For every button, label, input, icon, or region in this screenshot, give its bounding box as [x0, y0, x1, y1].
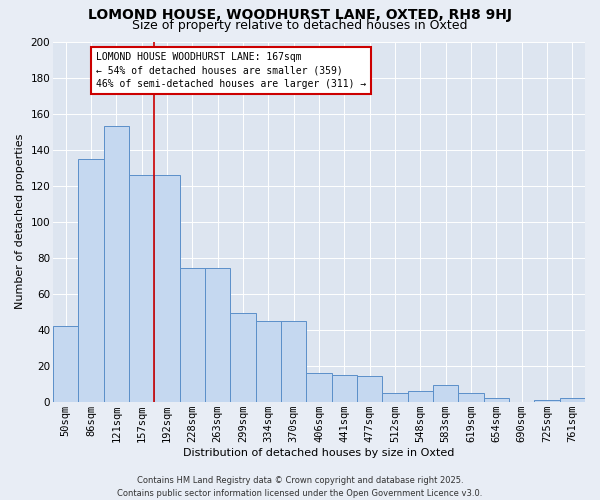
- Bar: [307, 373, 332, 402]
- Bar: [281, 320, 307, 402]
- Bar: [433, 386, 458, 402]
- Bar: [407, 391, 433, 402]
- Bar: [180, 268, 205, 402]
- Y-axis label: Number of detached properties: Number of detached properties: [15, 134, 25, 310]
- Bar: [382, 392, 407, 402]
- Bar: [535, 400, 560, 402]
- Text: LOMOND HOUSE, WOODHURST LANE, OXTED, RH8 9HJ: LOMOND HOUSE, WOODHURST LANE, OXTED, RH8…: [88, 8, 512, 22]
- Bar: [484, 398, 509, 402]
- Text: Contains HM Land Registry data © Crown copyright and database right 2025.
Contai: Contains HM Land Registry data © Crown c…: [118, 476, 482, 498]
- Bar: [560, 398, 585, 402]
- Bar: [256, 320, 281, 402]
- Bar: [357, 376, 382, 402]
- Bar: [104, 126, 129, 402]
- Bar: [458, 392, 484, 402]
- Bar: [154, 175, 180, 402]
- Bar: [129, 175, 154, 402]
- Bar: [79, 158, 104, 402]
- Bar: [332, 374, 357, 402]
- Text: LOMOND HOUSE WOODHURST LANE: 167sqm
← 54% of detached houses are smaller (359)
4: LOMOND HOUSE WOODHURST LANE: 167sqm ← 54…: [95, 52, 366, 88]
- Bar: [230, 314, 256, 402]
- Bar: [53, 326, 79, 402]
- Text: Size of property relative to detached houses in Oxted: Size of property relative to detached ho…: [132, 18, 468, 32]
- X-axis label: Distribution of detached houses by size in Oxted: Distribution of detached houses by size …: [184, 448, 455, 458]
- Bar: [205, 268, 230, 402]
